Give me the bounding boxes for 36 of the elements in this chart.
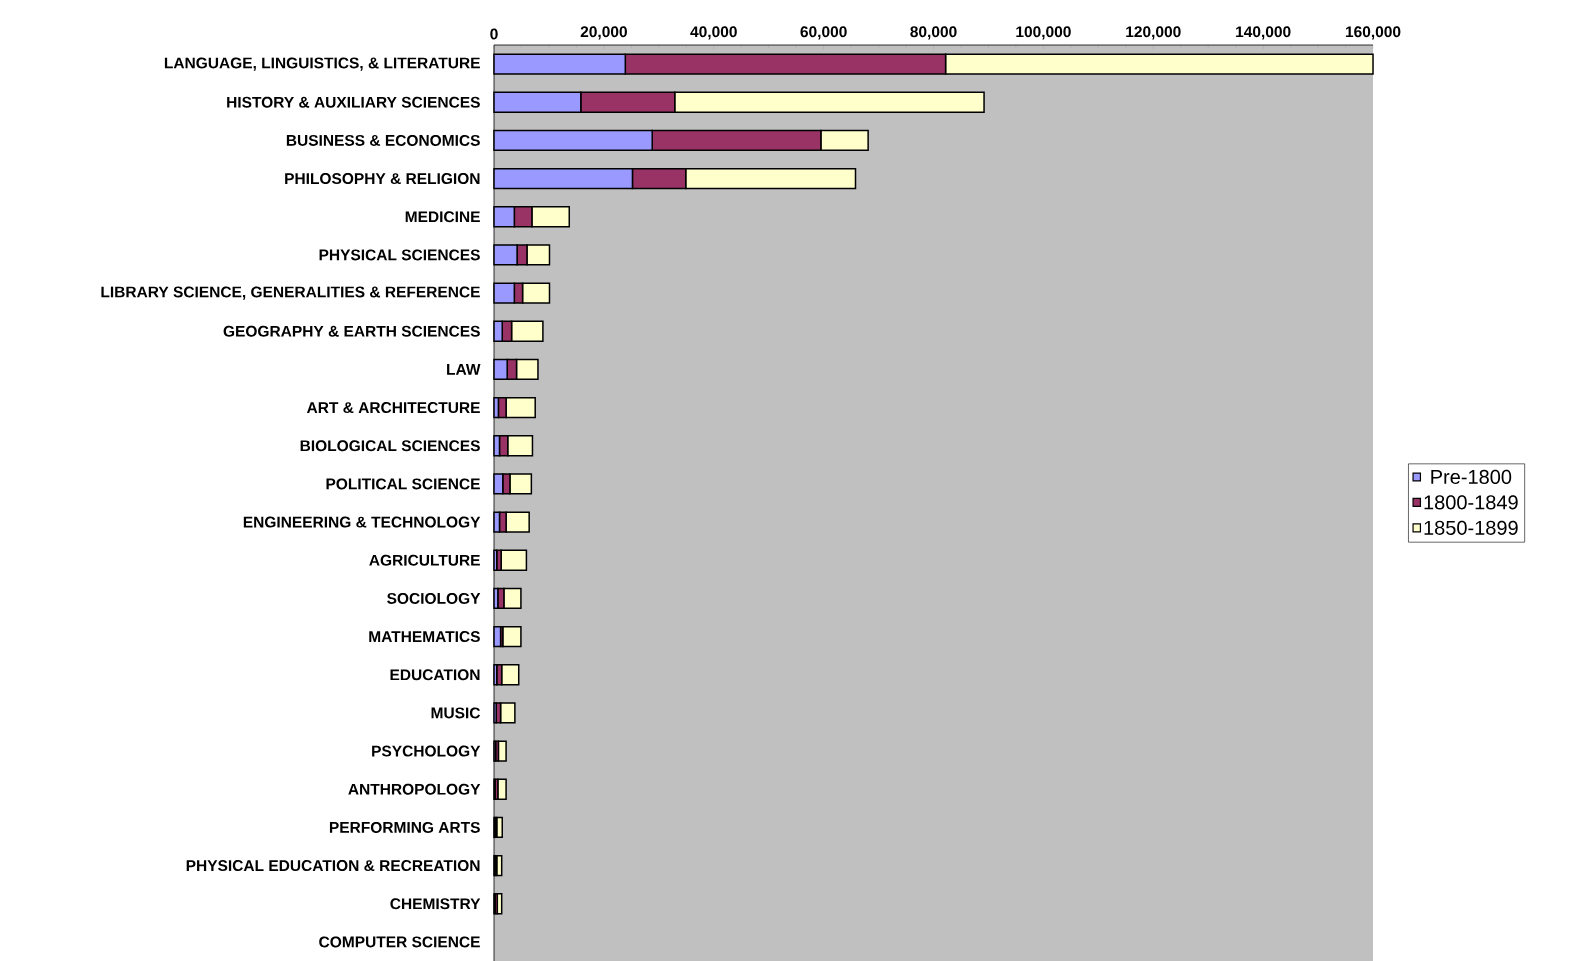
x-tick-label: 40,000 <box>690 26 737 40</box>
y-tick-label: EDUCATION <box>390 669 480 681</box>
y-tick-label: ENGINEERING & TECHNOLOGY <box>243 516 481 528</box>
y-tick-label: HISTORY & AUXILIARY SCIENCES <box>227 96 480 108</box>
x-tick-label: 80,000 <box>910 26 957 40</box>
legend-label: 1800-1849 <box>1424 495 1518 510</box>
x-tick-label: 20,000 <box>580 26 627 40</box>
y-tick-label: PHYSICAL SCIENCES <box>319 249 480 261</box>
x-tick-label: 60,000 <box>800 26 847 40</box>
y-tick-label: PHILOSOPHY & RELIGION <box>285 173 480 185</box>
y-tick-label: PSYCHOLOGY <box>372 745 481 757</box>
y-tick-label: ANTHROPOLOGY <box>348 783 481 795</box>
y-tick-label: MUSIC <box>431 707 481 719</box>
legend-label: Pre-1800 <box>1431 469 1512 484</box>
y-tick-label: ART & ARCHITECTURE <box>306 402 480 414</box>
y-tick-label: CHEMISTRY <box>390 898 481 910</box>
y-tick-label: MATHEMATICS <box>369 631 480 643</box>
y-tick-label: LANGUAGE, LINGUISTICS, & LITERATURE <box>164 57 480 71</box>
x-tick-label: 140,000 <box>1236 26 1291 40</box>
x-tick-label: 160,000 <box>1345 26 1401 40</box>
y-tick-label: LIBRARY SCIENCE, GENERALITIES & REFERENCE <box>101 286 480 300</box>
legend-label: 1850-1899 <box>1424 520 1518 535</box>
x-tick-label: 120,000 <box>1126 26 1181 40</box>
y-tick-label: AGRICULTURE <box>369 554 480 566</box>
x-tick-label: 100,000 <box>1016 26 1071 40</box>
y-tick-label: PERFORMING ARTS <box>329 821 480 833</box>
y-tick-label: PHYSICAL EDUCATION & RECREATION <box>186 860 480 872</box>
x-tick-label: 0 <box>490 28 498 40</box>
y-tick-label: MEDICINE <box>405 211 480 223</box>
y-tick-label: SOCIOLOGY <box>387 592 481 604</box>
y-tick-label: GEOGRAPHY & EARTH SCIENCES <box>223 325 480 337</box>
y-tick-label: BUSINESS & ECONOMICS <box>286 134 480 146</box>
y-tick-label: BIOLOGICAL SCIENCES <box>300 440 480 452</box>
y-tick-label: LAW <box>447 364 481 375</box>
y-tick-label: COMPUTER SCIENCE <box>319 936 480 948</box>
y-tick-label: POLITICAL SCIENCE <box>326 478 480 490</box>
